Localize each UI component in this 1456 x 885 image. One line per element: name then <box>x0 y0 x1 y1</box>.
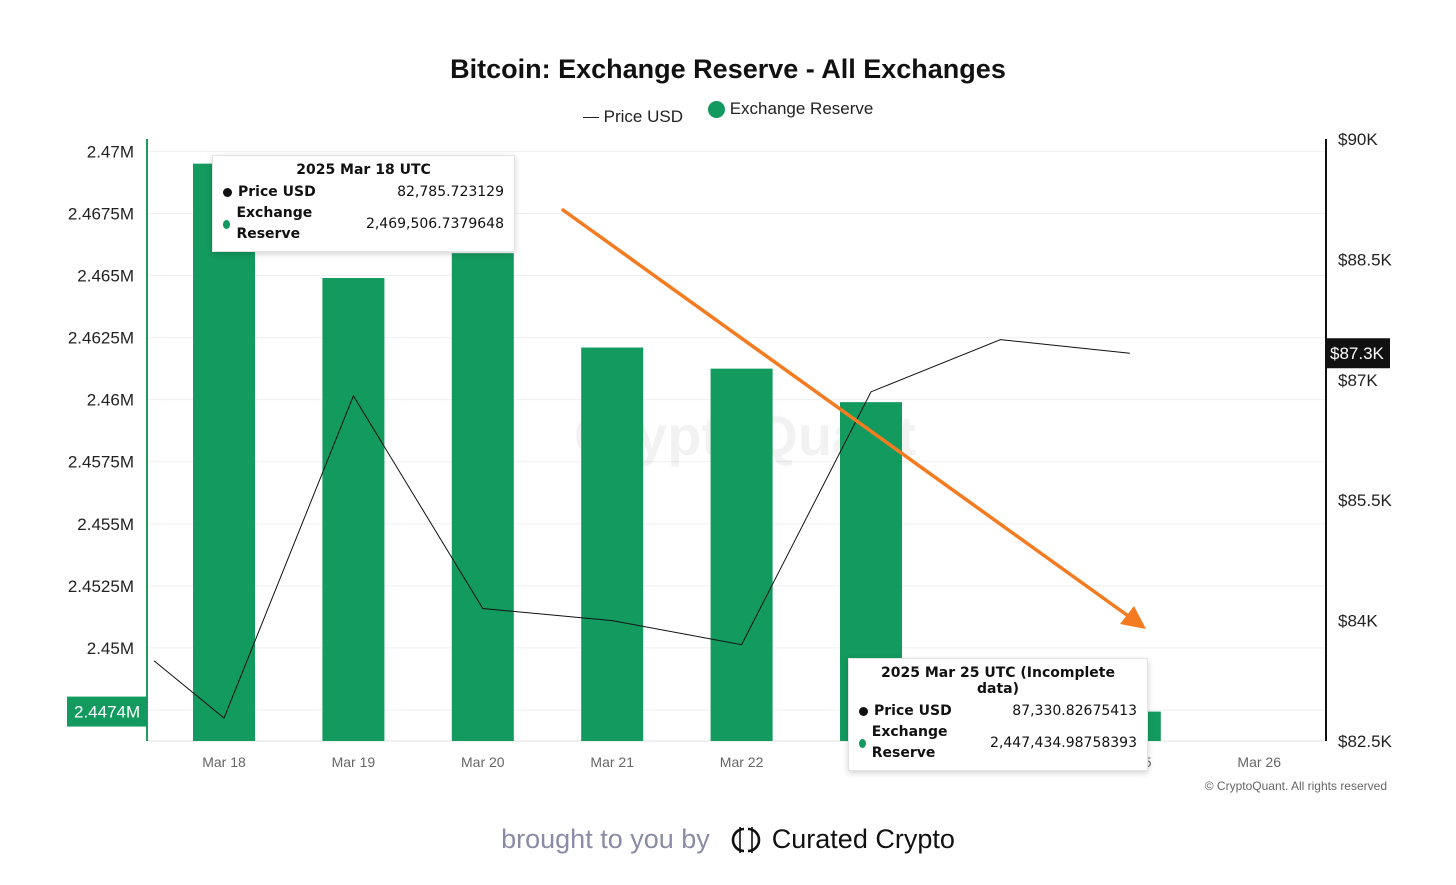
right-current-value-label: $87.3K <box>1330 344 1385 363</box>
x-tick-label: Mar 20 <box>461 754 505 770</box>
tooltip-mar-25-price-label: Price USD <box>874 703 952 719</box>
reserve-dot-icon <box>223 219 231 229</box>
tooltip-mar-18: 2025 Mar 18 UTC Price USD 82,785.723129 … <box>212 155 515 252</box>
right-tick-label: $87K <box>1338 371 1378 390</box>
chart-title: Bitcoin: Exchange Reserve - All Exchange… <box>450 54 1006 84</box>
reserve-bar-mar-20 <box>451 253 514 741</box>
reserve-bar-mar-19 <box>322 278 385 741</box>
reserve-bar-mar-21 <box>581 347 644 741</box>
left-tick-label: 2.4625M <box>68 329 134 348</box>
copyright-notice: © CryptoQuant. All rights reserved <box>1204 779 1387 793</box>
tooltip-mar-18-reserve-label: Exchange Reserve <box>236 205 313 242</box>
tooltip-mar-25-reserve-value: 2,447,434.98758393 <box>990 734 1137 751</box>
tooltip-mar-25-reserve-row: Exchange Reserve 2,447,434.98758393 <box>859 722 1137 764</box>
left-tick-label: 2.45M <box>87 639 134 658</box>
left-current-value-label: 2.4474M <box>74 703 140 722</box>
left-tick-label: 2.465M <box>77 267 134 286</box>
left-tick-label: 2.4675M <box>68 204 134 223</box>
reserve-dot-icon <box>859 738 866 748</box>
curated-crypto-logo-icon <box>731 826 761 853</box>
trend-arrow-head-icon <box>1120 606 1146 629</box>
x-tick-label: Mar 18 <box>202 754 246 770</box>
right-tick-label: $84K <box>1338 612 1378 631</box>
footer-brand[interactable]: Curated Crypto <box>771 824 955 854</box>
price-dot-icon <box>223 188 232 197</box>
tooltip-mar-18-title: 2025 Mar 18 UTC <box>296 162 431 178</box>
left-current-value-badge <box>67 696 147 727</box>
right-tick-label: $90K <box>1338 130 1378 149</box>
tooltip-mar-25: 2025 Mar 25 UTC (Incomplete data) Price … <box>848 658 1148 771</box>
left-tick-label: 2.47M <box>87 142 134 161</box>
left-tick-label: 2.46M <box>87 391 134 410</box>
x-tick-label: Mar 22 <box>720 754 764 770</box>
tooltip-mar-18-reserve-value: 2,469,506.7379648 <box>365 215 504 232</box>
reserve-bar-mar-22 <box>710 368 773 741</box>
left-tick-label: 2.455M <box>77 515 134 534</box>
tooltip-mar-25-price-row: Price USD 87,330.82675413 <box>859 701 1137 722</box>
left-tick-label: 2.4525M <box>68 577 134 596</box>
x-tick-label: Mar 26 <box>1237 754 1281 770</box>
right-current-value-badge <box>1326 338 1390 369</box>
legend-reserve-label: Exchange Reserve <box>729 99 874 118</box>
x-tick-label: Mar 21 <box>590 754 634 770</box>
x-tick-label: Mar 19 <box>332 754 376 770</box>
price-line-swatch-icon <box>582 116 599 118</box>
chart-legend: Price USD Exchange Reserve <box>0 99 1456 127</box>
tooltip-mar-18-price-value: 82,785.723129 <box>397 184 504 200</box>
reserve-bar-mar-18 <box>193 163 255 742</box>
trend-arrow-line <box>561 208 1133 620</box>
left-tick-label: 2.4575M <box>68 453 134 472</box>
right-tick-label: $85.5K <box>1338 491 1393 510</box>
right-tick-label: $88.5K <box>1338 250 1393 269</box>
tooltip-mar-18-price-row: Price USD 82,785.723129 <box>223 182 504 203</box>
footer-lead-text: brought to you by <box>501 824 710 854</box>
tooltip-mar-18-reserve-row: Exchange Reserve 2,469,506.7379648 <box>223 203 504 245</box>
footer: brought to you by Curated Crypto <box>0 824 1456 855</box>
tooltip-mar-25-title: 2025 Mar 25 UTC (Incomplete data) <box>880 665 1115 697</box>
tooltip-mar-18-price-label: Price USD <box>238 184 316 200</box>
tooltip-mar-25-reserve-label: Exchange Reserve <box>871 724 948 761</box>
legend-item-price[interactable]: Price USD <box>582 107 683 127</box>
price-dot-icon <box>859 707 868 716</box>
legend-price-label: Price USD <box>603 107 683 126</box>
right-tick-label: $82.5K <box>1338 732 1393 751</box>
tooltip-mar-25-price-value: 87,330.82675413 <box>1012 703 1137 719</box>
reserve-dot-swatch-icon <box>707 100 725 118</box>
price-line <box>153 339 1130 719</box>
legend-item-reserve[interactable]: Exchange Reserve <box>707 99 874 119</box>
